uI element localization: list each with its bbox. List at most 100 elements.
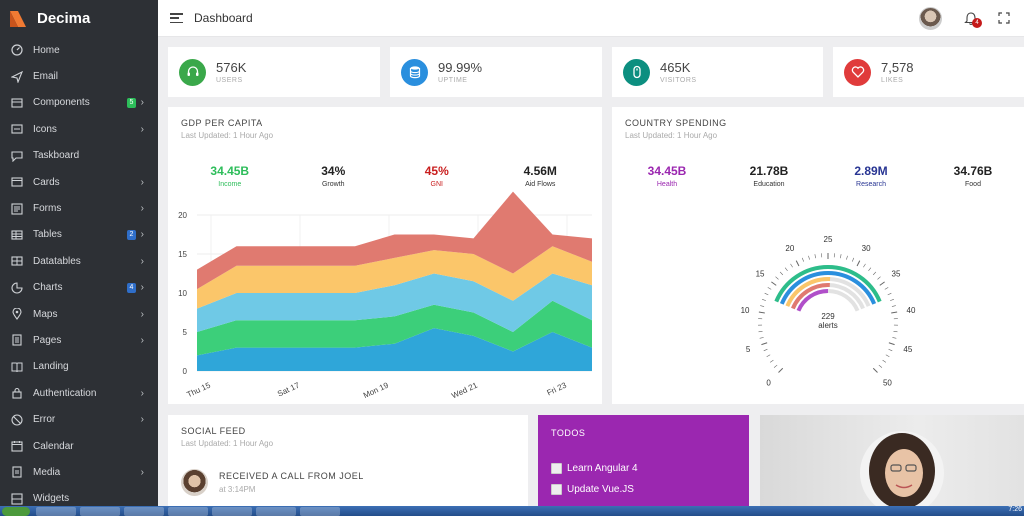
taskbar-item[interactable] [124,507,164,516]
taskbar-item[interactable] [212,507,252,516]
stat-value: 576K [216,60,247,75]
gauge-tick [766,354,771,357]
user-avatar[interactable] [919,7,942,30]
sidebar-item-pages[interactable]: Pages › [0,327,158,353]
brand[interactable]: Decima [0,0,158,37]
todo-item[interactable]: Learn Angular 4 [551,463,638,474]
start-button[interactable] [2,507,30,516]
gauge-tick [775,276,779,280]
gauge-tick [773,364,778,368]
sidebar-item-charts[interactable]: Charts 4 › [0,275,158,301]
sidebar-item-label: Cards [33,176,60,188]
logo-icon [10,10,26,27]
gauge-tick [808,255,810,260]
sidebar-item-label: Icons [33,123,57,135]
taskbar-item[interactable] [36,507,76,516]
gauge-tick [878,364,883,368]
sidebar-item-label: Authentication [33,387,97,399]
layers-icon [10,96,23,109]
gauge-tick [888,342,895,346]
stat-label: UPTIME [438,77,468,84]
chevron-right-icon: › [140,203,144,215]
card-icon [10,176,23,189]
sidebar-item-forms[interactable]: Forms › [0,195,158,221]
x-tick-label: Fri 23 [546,380,569,397]
gauge-tick [856,260,861,267]
sidebar-item-home[interactable]: Home [0,37,158,63]
sidebar-item-email[interactable]: Email [0,63,158,89]
send-icon [10,70,23,83]
sidebar-badge: 4 [127,282,136,293]
sidebar-item-label: Charts [33,282,63,294]
gauge-tick [759,337,764,339]
x-tick-label: Mon 19 [362,380,390,400]
sidebar-item-label: Pages [33,334,62,346]
taskbar-item[interactable] [80,507,120,516]
sidebar-badge: 2 [127,229,136,240]
spending-kpis: 34.45B Health 21.78B Education 2.89M Research… [612,164,1024,188]
sidebar-item-icons[interactable]: Icons › [0,116,158,142]
kpi-value: 21.78B [749,164,789,178]
chevron-right-icon: › [140,229,144,241]
notification-badge: 4 [972,18,982,28]
sidebar-item-label: Tables [33,229,62,241]
kpi-label: Education [753,181,785,188]
area-series-3 [197,273,592,332]
kpi-label: Growth [321,181,345,188]
panel-subtitle: Last Updated: 1 Hour Ago [625,131,718,140]
gauge-tick [884,287,889,290]
gauge-tick-label: 20 [785,244,794,253]
sidebar-item-media[interactable]: Media › [0,459,158,485]
panel-title: TODOS [551,428,586,438]
stat-value: 99.99% [438,60,483,75]
sidebar-item-cards[interactable]: Cards › [0,169,158,195]
todo-checkbox[interactable] [551,463,562,474]
stat-icon-uptime [401,58,428,86]
area-series-4 [197,246,592,309]
gauge-tick [891,311,898,314]
sidebar-item-error[interactable]: Error › [0,406,158,432]
sidebar-item-label: Calendar [33,440,74,452]
y-tick-label: 15 [178,250,187,259]
sidebar-item-tables[interactable]: Tables 2 › [0,222,158,248]
map-pin-icon [10,308,23,321]
sidebar-item-calendar[interactable]: Calendar [0,433,158,459]
taskbar-item[interactable] [256,507,296,516]
area-chart: 0 5 10 15 20 Thu 15 Sat 17 Mon 19 Wed 21 Fri 23 [178,191,592,400]
todo-item[interactable]: Update Vue.JS [551,484,634,495]
sidebar-item-label: Taskboard [33,150,80,162]
sidebar-item-taskboard[interactable]: Taskboard [0,143,158,169]
gauge-tick [888,348,893,352]
page-title: Dashboard [194,11,253,25]
sidebar-item-widgets[interactable]: Widgets [0,486,158,512]
sidebar-item-components[interactable]: Components 5 › [0,90,158,116]
gauge-arc-4 [791,283,830,310]
feed-item-time: at 3:14PM [219,485,256,494]
y-tick-label: 5 [183,328,188,337]
fullscreen-icon[interactable] [998,12,1010,24]
sidebar-item-label: Maps [33,308,58,320]
sidebar-item-maps[interactable]: Maps › [0,301,158,327]
menu-toggle-icon[interactable] [170,13,183,23]
kpi-research: 2.89M Research [820,164,922,188]
sidebar-item-landing[interactable]: Landing [0,354,158,380]
gauge-tick [769,359,774,363]
sidebar-item-authentication[interactable]: Authentication › [0,380,158,406]
sidebar-item-datatables[interactable]: Datatables › [0,248,158,274]
gauge-tick [784,267,788,272]
taskbar-item[interactable] [300,507,340,516]
feed-avatar[interactable] [181,469,208,496]
kpi-gni: 45% GNI [385,164,489,188]
panel-title: SOCIAL FEED [181,426,246,436]
chevron-right-icon: › [140,466,144,478]
headset-icon [187,66,198,76]
kpi-label: Aid Flows [525,181,556,188]
kpi-health: 34.45B Health [616,164,718,188]
todo-checkbox[interactable] [551,484,562,495]
taskbar-item[interactable] [168,507,208,516]
gauge-tick-label: 40 [907,306,916,315]
kpi-food: 34.76B Food [922,164,1024,188]
feed-item-title[interactable]: RECEIVED A CALL FROM JOEL [219,471,364,481]
kpi-income: 34.45B Income [178,164,282,188]
